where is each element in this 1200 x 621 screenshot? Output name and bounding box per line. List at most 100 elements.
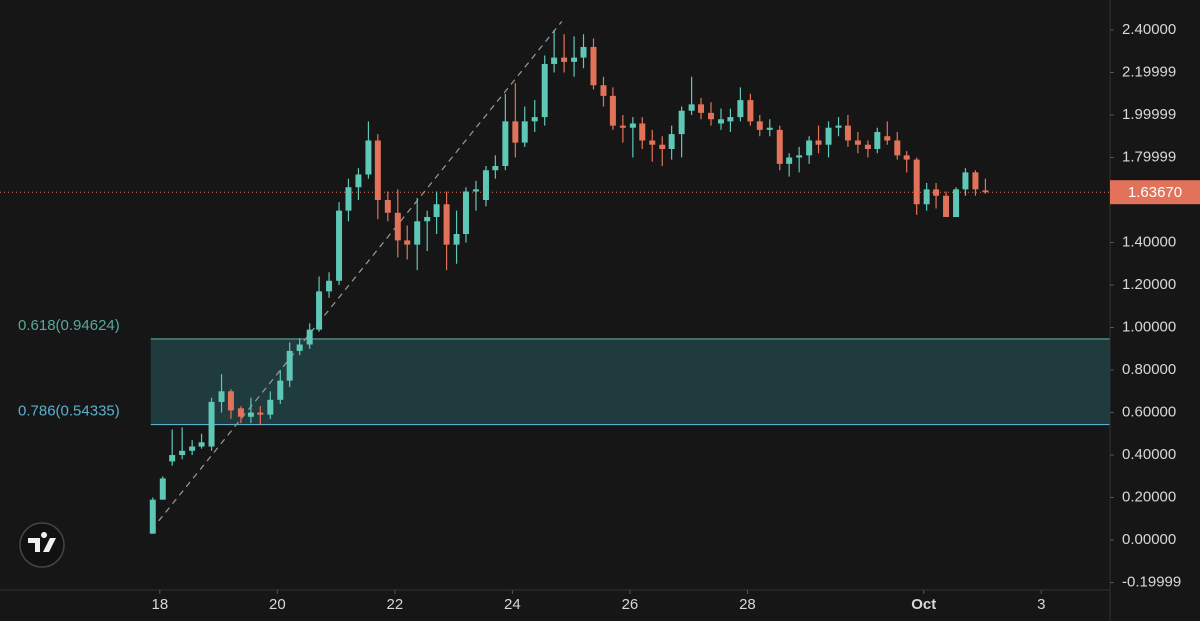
candle-body (796, 155, 803, 158)
x-tick-label: 18 (151, 596, 168, 613)
candle-body (874, 131, 881, 149)
candle-body (355, 174, 362, 188)
trend-line (158, 21, 563, 522)
candle-body (424, 216, 431, 222)
fib-label: 0.786(0.54335) (18, 403, 120, 420)
candle-body (326, 280, 333, 292)
candle-body (982, 190, 989, 193)
last-price-box (1110, 180, 1200, 205)
candle-body (815, 140, 822, 145)
candle-body (277, 380, 284, 400)
y-tick-label: 1.00000 (1122, 318, 1176, 335)
last-price-label: 1.63670 (1128, 184, 1182, 201)
candle-body (718, 119, 724, 124)
candle-body (786, 157, 793, 164)
fib-zone (150, 338, 1111, 425)
candle-body (953, 189, 960, 217)
y-tick-label: 0.00000 (1122, 531, 1176, 548)
candle-body (571, 57, 578, 62)
candle-body (189, 446, 196, 451)
candle-body (678, 110, 685, 135)
candle-body (903, 155, 910, 160)
candle-body (844, 125, 851, 141)
candle-body (659, 144, 666, 149)
candle-body (884, 136, 891, 141)
candle-body (257, 412, 264, 415)
candle-body (404, 240, 411, 245)
candle-body (835, 125, 842, 128)
y-tick-label: 2.19999 (1122, 63, 1176, 80)
candle-body (365, 140, 372, 175)
candle-body (433, 204, 440, 217)
candle-body (747, 100, 754, 122)
candle-body (688, 104, 695, 111)
candle-body (247, 412, 254, 417)
candle-body (316, 291, 323, 330)
logo-mark (28, 532, 56, 552)
y-tick-label: 0.40000 (1122, 446, 1176, 463)
candle-body (296, 344, 303, 351)
candle-body (668, 134, 675, 149)
candle-body (159, 478, 166, 500)
candle-body (943, 195, 950, 217)
candle-body (600, 85, 607, 96)
candle-body (639, 123, 646, 141)
candle-body (198, 442, 205, 447)
candle-body (806, 140, 813, 156)
candle-body (267, 399, 274, 415)
candle-body (698, 104, 705, 113)
x-tick-label: Oct (911, 596, 936, 613)
y-tick-label: 1.99999 (1122, 106, 1176, 123)
y-tick-label: -0.19999 (1122, 574, 1181, 591)
candle-body (629, 123, 636, 128)
candle-body (462, 191, 469, 235)
candle-body (727, 117, 734, 122)
candle-body (169, 455, 176, 462)
candle-body (551, 57, 558, 64)
candle-body (492, 165, 499, 171)
candle-body (394, 212, 401, 241)
y-tick-label: 2.40000 (1122, 21, 1176, 38)
y-tick-label: 0.60000 (1122, 404, 1176, 421)
candle-body (825, 127, 832, 145)
candle-body (336, 210, 343, 281)
candle-body (286, 350, 293, 381)
candle-body (649, 140, 656, 145)
candle-body (502, 121, 509, 166)
candle-body (933, 189, 940, 196)
candle-body (345, 187, 352, 211)
x-tick-label: 24 (504, 596, 521, 613)
candle-body (208, 401, 215, 447)
x-tick-label: 20 (269, 596, 286, 613)
candle-body (531, 117, 538, 122)
candle-body (218, 391, 225, 402)
x-tick-label: 28 (739, 596, 756, 613)
candle-body (854, 140, 861, 145)
candle-body (521, 121, 528, 143)
candle-body (384, 199, 391, 213)
fib-label: 0.618(0.94624) (18, 317, 120, 334)
candle-body (179, 450, 186, 456)
x-tick-label: 3 (1037, 596, 1045, 613)
candle-body (619, 125, 626, 128)
candle-body (590, 46, 597, 86)
y-tick-label: 1.20000 (1122, 276, 1176, 293)
candle-body (756, 121, 763, 130)
candle-body (237, 408, 244, 417)
candle-body (512, 121, 519, 143)
candle-body (453, 234, 460, 245)
candle-body (482, 170, 489, 200)
candle-body (374, 140, 381, 200)
candle-body (541, 63, 548, 118)
candle-body (609, 95, 616, 126)
candle-body (766, 127, 773, 130)
y-tick-label: 0.80000 (1122, 361, 1176, 378)
logo (19, 522, 65, 568)
candle-body (972, 172, 979, 190)
candle-body (561, 57, 568, 62)
candle-body (923, 189, 930, 205)
